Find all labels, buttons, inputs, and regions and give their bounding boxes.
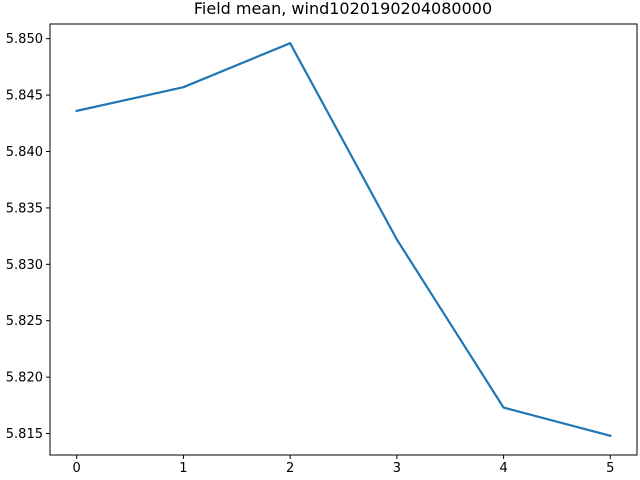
chart-title: Field mean, wind1020190204080000 <box>194 0 492 18</box>
series-line-0 <box>75 42 612 438</box>
series-layer <box>75 42 612 438</box>
x-tick-label: 5 <box>606 461 614 476</box>
axes-frame <box>49 23 638 456</box>
y-tick-label: 5.850 <box>6 32 43 47</box>
y-tick-label: 5.815 <box>6 427 43 442</box>
y-axis: 5.815 5.820 5.825 5.830 5.835 5.840 5.845 5.850 <box>6 32 50 442</box>
x-tick-label: 1 <box>179 461 187 476</box>
x-tick-label: 2 <box>286 461 294 476</box>
x-tick-label: 0 <box>73 461 81 476</box>
x-tick-label: 4 <box>499 461 507 476</box>
y-tick-label: 5.825 <box>6 314 43 329</box>
y-tick-label: 5.845 <box>6 89 43 104</box>
y-tick-label: 5.835 <box>6 201 43 216</box>
x-tick-label: 3 <box>393 461 401 476</box>
x-axis: 0 1 2 3 4 5 <box>73 455 614 476</box>
y-tick-label: 5.820 <box>6 371 43 386</box>
y-tick-label: 5.830 <box>6 258 43 273</box>
y-tick-label: 5.840 <box>6 145 43 160</box>
